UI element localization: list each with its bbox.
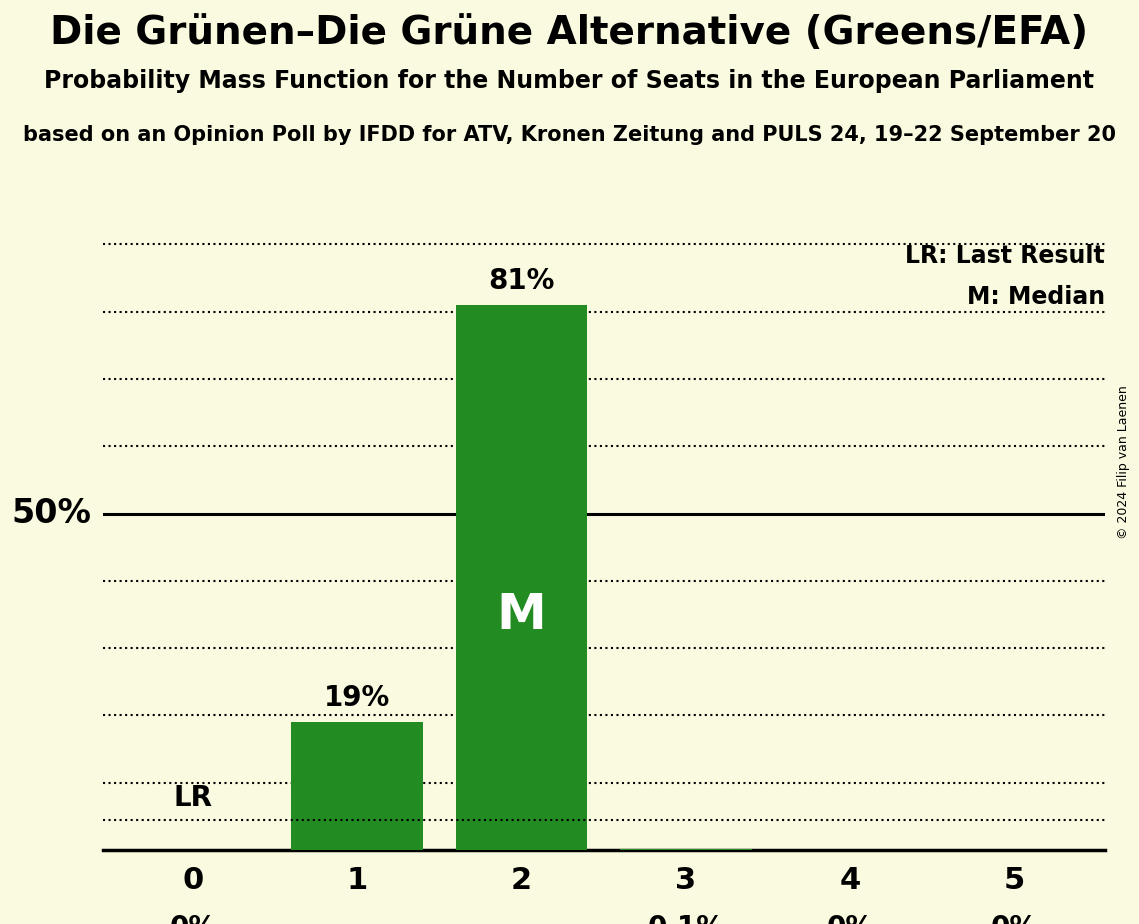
Text: Die Grünen–Die Grüne Alternative (Greens/EFA): Die Grünen–Die Grüne Alternative (Greens… <box>50 14 1089 52</box>
Text: © 2024 Filip van Laenen: © 2024 Filip van Laenen <box>1117 385 1130 539</box>
Text: 0%: 0% <box>991 914 1038 924</box>
Text: 0%: 0% <box>827 914 874 924</box>
Bar <box>292 723 423 850</box>
Text: M: M <box>497 590 547 638</box>
Text: 0.1%: 0.1% <box>647 914 724 924</box>
Text: based on an Opinion Poll by IFDD for ATV, Kronen Zeitung and PULS 24, 19–22 Sept: based on an Opinion Poll by IFDD for ATV… <box>23 125 1116 145</box>
Text: 50%: 50% <box>11 497 91 530</box>
Text: LR: LR <box>173 784 212 811</box>
Text: Probability Mass Function for the Number of Seats in the European Parliament: Probability Mass Function for the Number… <box>44 69 1095 93</box>
Bar <box>456 305 588 850</box>
Text: 0%: 0% <box>170 914 216 924</box>
Text: LR: Last Result: LR: Last Result <box>906 245 1105 269</box>
Text: M: Median: M: Median <box>967 285 1105 309</box>
Text: 19%: 19% <box>325 684 391 712</box>
Text: 81%: 81% <box>489 267 555 295</box>
